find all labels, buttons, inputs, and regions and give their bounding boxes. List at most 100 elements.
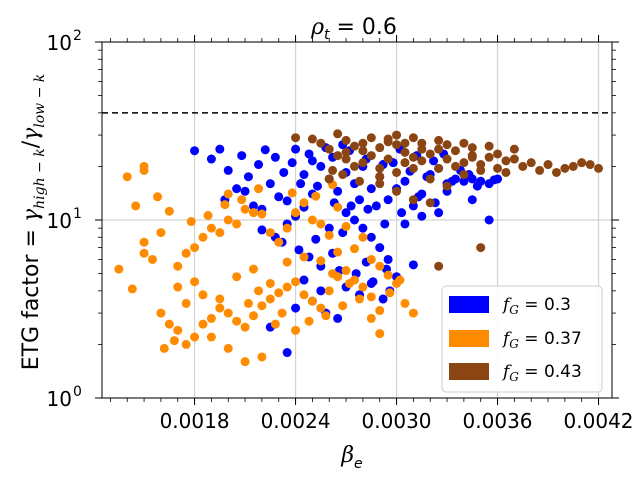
y-tick-label: 10 [47, 31, 72, 55]
data-point [395, 275, 405, 285]
data-point [299, 252, 309, 262]
legend-swatch-0.37 [449, 330, 489, 347]
data-point [429, 156, 439, 166]
data-point [270, 152, 280, 162]
data-point [190, 243, 200, 253]
data-point [408, 133, 418, 143]
data-point [501, 167, 511, 177]
data-point [147, 254, 157, 264]
data-point [299, 275, 309, 285]
data-point [442, 181, 452, 191]
data-point [287, 158, 297, 168]
data-point [375, 163, 385, 173]
data-point [265, 294, 275, 304]
data-point [355, 195, 365, 205]
data-point [349, 141, 359, 151]
data-point [392, 186, 402, 196]
data-point [358, 282, 368, 292]
data-point [156, 308, 166, 318]
data-point [243, 172, 253, 182]
data-point [425, 149, 435, 159]
data-point [232, 219, 242, 229]
data-point [484, 152, 494, 162]
data-point [349, 215, 359, 225]
data-point [375, 143, 385, 153]
data-point [240, 357, 250, 367]
data-point [181, 298, 191, 308]
data-point [425, 174, 435, 184]
data-point [274, 192, 284, 202]
data-point [392, 130, 402, 140]
data-point [277, 308, 287, 318]
data-point [291, 208, 301, 218]
data-point [324, 286, 334, 296]
data-point [291, 277, 301, 287]
data-point [333, 313, 343, 323]
data-point [577, 158, 587, 168]
data-point [425, 198, 435, 208]
data-point [223, 308, 233, 318]
data-point [341, 221, 351, 231]
data-point [400, 219, 410, 229]
data-point [299, 198, 309, 208]
data-point [186, 217, 196, 227]
data-point [307, 134, 317, 144]
data-point [215, 294, 225, 304]
data-point [220, 200, 230, 210]
data-point [535, 165, 545, 175]
data-point [375, 261, 385, 271]
x-tick-label: 0.0024 [261, 409, 331, 433]
data-point [291, 133, 301, 143]
data-point [397, 208, 407, 218]
data-point [198, 319, 208, 329]
data-point [215, 144, 225, 154]
data-point [434, 261, 444, 271]
data-point [127, 284, 137, 294]
data-point [408, 195, 418, 205]
data-point [270, 319, 280, 329]
data-point [257, 352, 267, 362]
data-point [355, 176, 365, 186]
data-point [316, 138, 326, 148]
data-point [543, 160, 553, 170]
data-point [316, 286, 326, 296]
data-point [442, 154, 452, 164]
data-point [333, 247, 343, 257]
data-point [274, 288, 284, 298]
data-point [459, 138, 469, 148]
data-point [363, 204, 373, 214]
data-point [114, 264, 124, 274]
data-point [434, 144, 444, 154]
data-point [476, 165, 486, 175]
data-point [274, 237, 284, 247]
data-point [257, 301, 267, 311]
data-point [408, 152, 418, 162]
data-point [237, 195, 247, 205]
data-point [257, 209, 267, 219]
data-point [159, 343, 169, 353]
data-point [383, 195, 393, 205]
legend-swatch-0.3 [449, 296, 489, 313]
data-point [358, 158, 368, 168]
data-point [417, 144, 427, 154]
data-point [328, 165, 338, 175]
data-point [299, 290, 309, 300]
data-point [341, 135, 351, 145]
data-point [173, 282, 183, 292]
data-point [153, 192, 163, 202]
series-fg0.43 [291, 129, 604, 271]
data-point [518, 161, 528, 171]
data-point [328, 269, 338, 279]
data-point [358, 138, 368, 148]
y-axis-label: ETG factor = γhigh − k/γlow − k [19, 74, 48, 371]
data-point [338, 301, 348, 311]
data-point [400, 298, 410, 308]
data-point [203, 210, 213, 220]
data-point [434, 163, 444, 173]
data-point [223, 343, 233, 353]
data-point [287, 188, 297, 198]
y-tick-label: 10 [47, 209, 72, 233]
data-point [472, 181, 482, 191]
data-point [385, 288, 395, 298]
data-point [223, 165, 233, 175]
